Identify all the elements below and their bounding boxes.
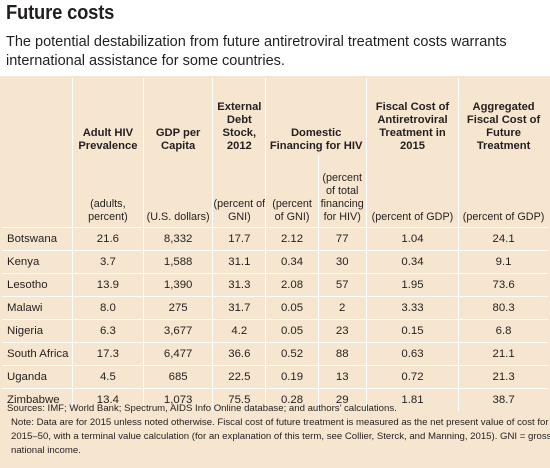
table-row: South Africa 17.3 6,477 36.6 0.52 88 0.63 21.1 xyxy=(2,342,548,366)
cell-financing-gni: 0.34 xyxy=(265,250,319,274)
cell-financing-share: 23 xyxy=(318,319,367,343)
cell-country: Lesotho xyxy=(2,273,73,297)
cell-debt: 36.6 xyxy=(212,342,267,366)
units-row: (adults, percent) (U.S. dollars) (percen… xyxy=(2,155,548,228)
cell-fiscal-cost-2015: 0.63 xyxy=(366,342,460,366)
cell-financing-gni: 0.05 xyxy=(265,296,319,320)
cell-country: Zimbabwe xyxy=(2,388,73,411)
cell-gdp: 685 xyxy=(143,365,214,389)
cell-financing-share: 77 xyxy=(318,227,367,251)
table-row: Uganda 4.5 685 22.5 0.19 13 0.72 21.3 xyxy=(2,365,548,389)
cell-prevalence: 6.3 xyxy=(72,319,145,343)
cell-aggregated-cost: 21.1 xyxy=(458,342,548,366)
footnotes: Sources: IMF; World Bank; Spectrum, AIDS… xyxy=(7,402,550,458)
cell-debt: 31.1 xyxy=(212,250,267,274)
cell-financing-gni: 0.52 xyxy=(265,342,319,366)
table-row: Nigeria 6.3 3,677 4.2 0.05 23 0.15 6.8 xyxy=(2,319,548,343)
cell-country: Malawi xyxy=(2,296,73,320)
cell-country: Kenya xyxy=(2,250,73,274)
cell-gdp: 1,390 xyxy=(143,273,214,297)
cell-financing-gni: 0.28 xyxy=(265,388,319,411)
cell-financing-share: 13 xyxy=(318,365,367,389)
cell-fiscal-cost-2015: 0.15 xyxy=(366,319,460,343)
cell-aggregated-cost: 80.3 xyxy=(458,296,548,320)
cell-aggregated-cost: 6.8 xyxy=(458,319,548,343)
cell-aggregated-cost: 24.1 xyxy=(458,227,548,251)
data-table: Adult HIV Prevalence GDP per Capita Exte… xyxy=(2,78,548,411)
unit-cell: (percent of GNI) xyxy=(265,155,319,228)
cell-fiscal-cost-2015: 3.33 xyxy=(366,296,460,320)
cell-financing-share: 29 xyxy=(318,388,367,411)
cell-fiscal-cost-2015: 0.34 xyxy=(366,250,460,274)
table-row: Lesotho 13.9 1,390 31.3 2.08 57 1.95 73.6 xyxy=(2,273,548,297)
cell-debt: 22.5 xyxy=(212,365,267,389)
header-cell-country xyxy=(2,78,73,155)
cell-prevalence: 17.3 xyxy=(72,342,145,366)
cell-financing-share: 57 xyxy=(318,273,367,297)
page-title: Future costs xyxy=(6,2,115,24)
unit-cell xyxy=(2,155,73,228)
table-row: Kenya 3.7 1,588 31.1 0.34 30 0.34 9.1 xyxy=(2,250,548,274)
cell-gdp: 3,677 xyxy=(143,319,214,343)
cell-country: Botswana xyxy=(2,227,73,251)
unit-cell: (U.S. dollars) xyxy=(143,155,214,228)
cell-prevalence: 8.0 xyxy=(72,296,145,320)
methodology-note: Note: Data are for 2015 unless noted oth… xyxy=(11,417,550,456)
unit-cell: (adults, percent) xyxy=(72,155,145,228)
header-cell-gdp: GDP per Capita xyxy=(143,78,214,155)
header-row: Adult HIV Prevalence GDP per Capita Exte… xyxy=(2,78,548,155)
header-cell-aggregated-cost: Aggregated Fiscal Cost of Future Treatme… xyxy=(466,101,541,152)
header-cell-debt: External Debt Stock, 2012 xyxy=(212,78,267,155)
cell-debt: 4.2 xyxy=(212,319,267,343)
cell-country: South Africa xyxy=(2,342,73,366)
cell-gdp: 275 xyxy=(143,296,214,320)
page-subtitle: The potential destabilization from futur… xyxy=(6,33,507,69)
cell-gdp: 1,588 xyxy=(143,250,214,274)
cell-aggregated-cost: 73.6 xyxy=(458,273,548,297)
cell-gdp: 8,332 xyxy=(143,227,214,251)
cell-financing-gni: 2.12 xyxy=(265,227,319,251)
header-cell-fiscal-cost-2015: Fiscal Cost of Antiretroviral Treatment … xyxy=(366,78,460,155)
table-row: Botswana 21.6 8,332 17.7 2.12 77 1.04 24.1 xyxy=(2,227,548,251)
cell-debt: 31.3 xyxy=(212,273,267,297)
cell-financing-share: 88 xyxy=(318,342,367,366)
cell-prevalence: 3.7 xyxy=(72,250,145,274)
header-cell-prevalence: Adult HIV Prevalence xyxy=(72,78,145,155)
cell-debt: 17.7 xyxy=(212,227,267,251)
cell-country: Nigeria xyxy=(2,319,73,343)
header-cell-domestic-financing: Domestic Financing for HIV xyxy=(265,78,367,155)
cell-country: Uganda xyxy=(2,365,73,389)
cell-financing-share: 2 xyxy=(318,296,367,320)
cell-fiscal-cost-2015: 1.95 xyxy=(366,273,460,297)
cell-prevalence: 13.9 xyxy=(72,273,145,297)
cell-debt: 31.7 xyxy=(212,296,267,320)
cell-gdp: 1,073 xyxy=(143,388,214,411)
cell-prevalence: 13.4 xyxy=(72,388,145,411)
cell-financing-gni: 0.19 xyxy=(265,365,319,389)
table-row: Malawi 8.0 275 31.7 0.05 2 3.33 80.3 xyxy=(2,296,548,320)
cell-prevalence: 21.6 xyxy=(72,227,145,251)
cell-fiscal-cost-2015: 1.04 xyxy=(366,227,460,251)
sources-note: Sources: IMF; World Bank; Spectrum, AIDS… xyxy=(7,403,397,414)
cell-fiscal-cost-2015: 1.81 xyxy=(366,388,460,411)
cell-aggregated-cost: 9.1 xyxy=(458,250,548,274)
unit-cell: (percent of GNI) xyxy=(212,155,267,228)
cell-financing-gni: 0.05 xyxy=(265,319,319,343)
cell-financing-share: 30 xyxy=(318,250,367,274)
unit-cell: (percent of GDP) xyxy=(462,211,545,223)
cell-aggregated-cost: 21.3 xyxy=(458,365,548,389)
unit-cell: (percent of GDP) xyxy=(366,155,460,228)
cell-gdp: 6,477 xyxy=(143,342,214,366)
cell-prevalence: 4.5 xyxy=(72,365,145,389)
table-row: Zimbabwe 13.4 1,073 75.5 0.28 29 1.81 38.7 xyxy=(2,388,548,411)
cell-fiscal-cost-2015: 0.72 xyxy=(366,365,460,389)
unit-cell: (percent of total financing for HIV) xyxy=(318,155,367,228)
cell-debt: 75.5 xyxy=(212,388,267,411)
cell-aggregated-cost: 38.7 xyxy=(458,388,548,411)
cell-financing-gni: 2.08 xyxy=(265,273,319,297)
